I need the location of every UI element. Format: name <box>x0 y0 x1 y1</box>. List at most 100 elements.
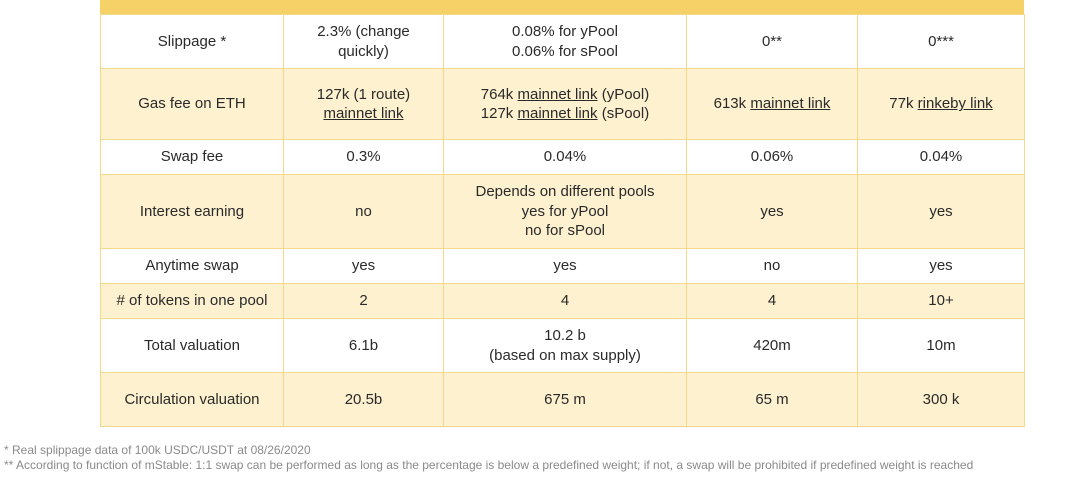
table-cell: 0** <box>686 14 858 69</box>
cell-text: yes <box>351 257 376 275</box>
table-cell: 10.2 b (based on max supply) <box>443 318 687 373</box>
cell-text: (sPool) <box>597 105 650 122</box>
cell-line: 2.3% (change <box>317 23 410 40</box>
table-cell: 0.04% <box>443 139 687 175</box>
table-cell: 4 <box>686 283 858 319</box>
table-row-circulation-valuation: Circulation valuation 20.5b 675 m 65 m 3… <box>100 372 1025 427</box>
mainnet-link[interactable]: mainnet link <box>323 105 404 122</box>
table-cell: 2.3% (change quickly) <box>283 14 444 69</box>
cell-line: 127k (1 route) <box>316 85 411 103</box>
table-cell: yes <box>283 248 444 284</box>
cell-text: 764k <box>480 85 518 103</box>
table-cell: 65 m <box>686 372 858 427</box>
mainnet-link-spool[interactable]: mainnet link <box>517 105 598 122</box>
row-label-text: Anytime swap <box>145 257 239 275</box>
footnote: ** According to function of mStable: 1:1… <box>4 458 974 472</box>
cell-text: 10+ <box>928 292 954 310</box>
cell-text: 0.06% <box>750 148 794 166</box>
cell-text: yes <box>760 202 784 220</box>
row-label: Slippage * <box>100 14 284 69</box>
cell-text: 20.5b <box>344 390 383 408</box>
cell-text: no <box>355 202 372 220</box>
table-cell: 0.3% <box>283 139 444 175</box>
table-cell: 613k mainnet link <box>686 68 858 140</box>
cell-text: 6.1b <box>348 336 379 354</box>
table-row-anytime-swap: Anytime swap yes yes no yes <box>100 248 1025 284</box>
table-row-tokens-in-pool: # of tokens in one pool 2 4 4 10+ <box>100 283 1025 319</box>
table-cell: yes <box>686 174 858 249</box>
cell-text: no <box>763 257 781 275</box>
table-cell: 300 k <box>857 372 1025 427</box>
cell-text: 0.04% <box>919 148 963 166</box>
row-label: Swap fee <box>100 139 284 175</box>
table-cell: 0*** <box>857 14 1025 69</box>
cell-line: no for sPool <box>524 222 606 240</box>
cell-text: 0*** <box>928 32 954 50</box>
table-cell: no <box>686 248 858 284</box>
footnotes: * Real splippage data of 100k USDC/USDT … <box>4 443 1074 473</box>
table-cell: yes <box>857 248 1025 284</box>
cell-line: quickly) <box>338 42 389 60</box>
cell-text: 77k <box>889 95 918 113</box>
cell-text: 65 m <box>755 390 789 408</box>
table-row-gas-fee: Gas fee on ETH 127k (1 route) mainnet li… <box>100 68 1025 140</box>
table-cell: no <box>283 174 444 249</box>
table-cell: yes <box>857 174 1025 249</box>
cell-line: 10.2 b <box>544 327 586 344</box>
row-label-text: Gas fee on ETH <box>138 95 246 113</box>
cell-text: yes <box>929 257 953 275</box>
table-cell: 4 <box>443 283 687 319</box>
cell-text: 127k <box>480 105 518 122</box>
table-cell: 420m <box>686 318 858 373</box>
footnote: * Real splippage data of 100k USDC/USDT … <box>4 443 311 457</box>
table-cell: 0.06% <box>686 139 858 175</box>
cell-text: 10m <box>926 336 956 354</box>
row-label: Gas fee on ETH <box>100 68 284 140</box>
mainnet-link-ypool[interactable]: mainnet link <box>517 85 598 103</box>
table-cell: Depends on different pools yes for yPool… <box>443 174 687 249</box>
table-cell: 675 m <box>443 372 687 427</box>
table-row-slippage: Slippage * 2.3% (change quickly) 0.08% f… <box>100 14 1025 69</box>
table-header-strip <box>100 0 1024 14</box>
table-cell: 20.5b <box>283 372 444 427</box>
row-label-text: Circulation valuation <box>124 390 260 408</box>
row-label-text: Swap fee <box>160 148 224 166</box>
row-label-text: # of tokens in one pool <box>116 292 268 310</box>
row-label-text: Total valuation <box>144 336 240 354</box>
row-label: Circulation valuation <box>100 372 284 427</box>
cell-text: (yPool) <box>597 85 650 103</box>
row-label: Interest earning <box>100 174 284 249</box>
row-label: Anytime swap <box>100 248 284 284</box>
row-label: # of tokens in one pool <box>100 283 284 319</box>
table-row-swap-fee: Swap fee 0.3% 0.04% 0.06% 0.04% <box>100 139 1025 175</box>
row-label-text: Slippage * <box>157 32 227 50</box>
cell-text: 4 <box>560 292 570 310</box>
table-cell: 10m <box>857 318 1025 373</box>
cell-text: 0.3% <box>346 148 381 166</box>
cell-line: (based on max supply) <box>489 346 641 364</box>
cell-line: Depends on different pools <box>475 183 655 201</box>
cell-text: 300 k <box>922 390 960 408</box>
table-cell: 0.08% for yPool 0.06% for sPool <box>443 14 687 69</box>
cell-line: 0.08% for yPool <box>512 23 618 40</box>
mainnet-link[interactable]: mainnet link <box>750 95 831 113</box>
rinkeby-link[interactable]: rinkeby link <box>917 95 993 113</box>
cell-line: 0.06% for sPool <box>512 42 618 60</box>
cell-text: yes <box>553 257 577 275</box>
table-cell: 77k rinkeby link <box>857 68 1025 140</box>
table-cell: 10+ <box>857 283 1025 319</box>
cell-text: 675 m <box>544 390 586 408</box>
table-cell: 764k mainnet link (yPool) 127k mainnet l… <box>443 68 687 140</box>
cell-text: 4 <box>767 292 777 310</box>
table-row-interest-earning: Interest earning no Depends on different… <box>100 174 1025 249</box>
cell-text: 0.04% <box>543 148 587 166</box>
cell-text: 2 <box>359 292 368 310</box>
cell-text: 613k <box>713 95 751 113</box>
table-cell: 0.04% <box>857 139 1025 175</box>
cell-text: 0** <box>761 32 783 50</box>
table-cell: 127k (1 route) mainnet link <box>283 68 444 140</box>
table-cell: yes <box>443 248 687 284</box>
cell-line: yes for yPool <box>521 202 609 220</box>
table-row-total-valuation: Total valuation 6.1b 10.2 b (based on ma… <box>100 318 1025 373</box>
